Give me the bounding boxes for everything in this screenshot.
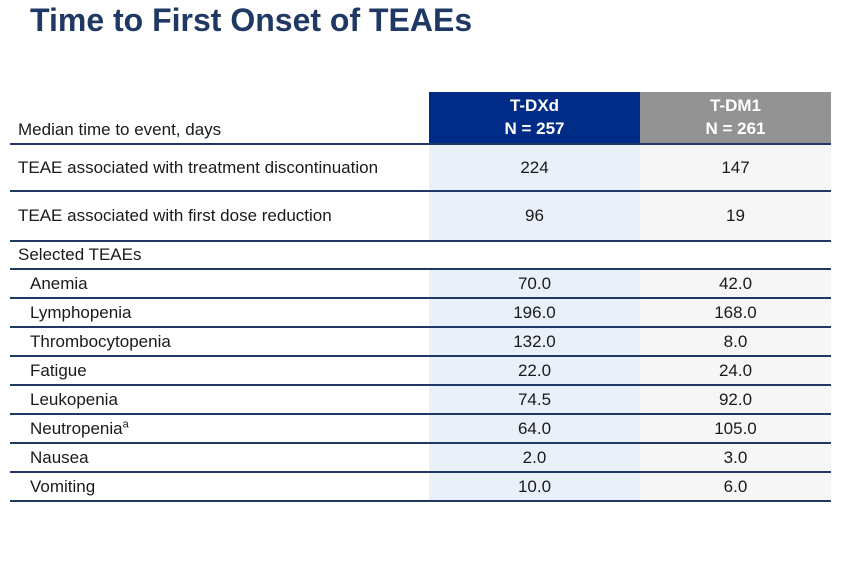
table-row: TEAE associated with first dose reductio… [10, 191, 831, 241]
table-header-row: Median time to event, days T-DXd N = 257… [10, 92, 831, 144]
table-row: Leukopenia 74.5 92.0 [10, 385, 831, 414]
tdxd-value: 196.0 [429, 298, 640, 327]
row-label: TEAE associated with treatment discontin… [18, 157, 379, 177]
column-header-tdxd-name: T-DXd [509, 96, 560, 116]
footnote-marker: a [122, 417, 129, 430]
tdxd-value: 74.5 [429, 385, 640, 414]
page-title: Time to First Onset of TEAEs [30, 2, 473, 38]
tdxd-value: 224 [429, 144, 640, 191]
tdm1-value: 8.0 [640, 327, 831, 356]
row-label: Lymphopenia [30, 302, 132, 322]
tdxd-value: 132.0 [429, 327, 640, 356]
section-header-label: Selected TEAEs [18, 245, 142, 264]
row-label: Anemia [30, 273, 88, 293]
column-header-tdxd: T-DXd N = 257 [429, 92, 640, 144]
tdm1-value: 19 [640, 191, 831, 241]
tdxd-value: 64.0 [429, 414, 640, 443]
table-row: Nausea 2.0 3.0 [10, 443, 831, 472]
table-row: Neutropeniaa 64.0 105.0 [10, 414, 831, 443]
tdxd-value: 70.0 [429, 269, 640, 298]
tdm1-value: 6.0 [640, 472, 831, 501]
teae-table: Median time to event, days T-DXd N = 257… [10, 92, 831, 502]
column-header-tdm1-name: T-DM1 [710, 96, 761, 116]
tdxd-value: 96 [429, 191, 640, 241]
table-row: Vomiting 10.0 6.0 [10, 472, 831, 501]
tdm1-value: 168.0 [640, 298, 831, 327]
column-header-tdxd-n: N = 257 [504, 118, 565, 138]
row-label: Nausea [30, 447, 89, 467]
row-label: Thrombocytopenia [30, 331, 171, 351]
tdm1-value: 92.0 [640, 385, 831, 414]
table-label-header: Median time to event, days [18, 120, 222, 139]
tdm1-value: 24.0 [640, 356, 831, 385]
row-label: TEAE associated with first dose reductio… [18, 206, 332, 225]
row-label: Leukopenia [30, 389, 118, 409]
table-row: Lymphopenia 196.0 168.0 [10, 298, 831, 327]
table-row: TEAE associated with treatment discontin… [10, 144, 831, 191]
section-header-row: Selected TEAEs [10, 241, 831, 269]
table-row: Anemia 70.0 42.0 [10, 269, 831, 298]
tdm1-value: 105.0 [640, 414, 831, 443]
tdxd-value: 10.0 [429, 472, 640, 501]
tdxd-value: 22.0 [429, 356, 640, 385]
row-label: Neutropeniaa [10, 414, 429, 443]
row-label: Fatigue [30, 360, 87, 380]
table-row: Fatigue 22.0 24.0 [10, 356, 831, 385]
tdm1-value: 147 [640, 144, 831, 191]
tdxd-value: 2.0 [429, 443, 640, 472]
column-header-tdm1-n: N = 261 [705, 118, 766, 138]
row-label-text: Neutropenia [30, 418, 123, 438]
row-label: Vomiting [30, 476, 96, 496]
tdm1-value: 42.0 [640, 269, 831, 298]
tdm1-value: 3.0 [640, 443, 831, 472]
table-row: Thrombocytopenia 132.0 8.0 [10, 327, 831, 356]
column-header-tdm1: T-DM1 N = 261 [640, 92, 831, 144]
